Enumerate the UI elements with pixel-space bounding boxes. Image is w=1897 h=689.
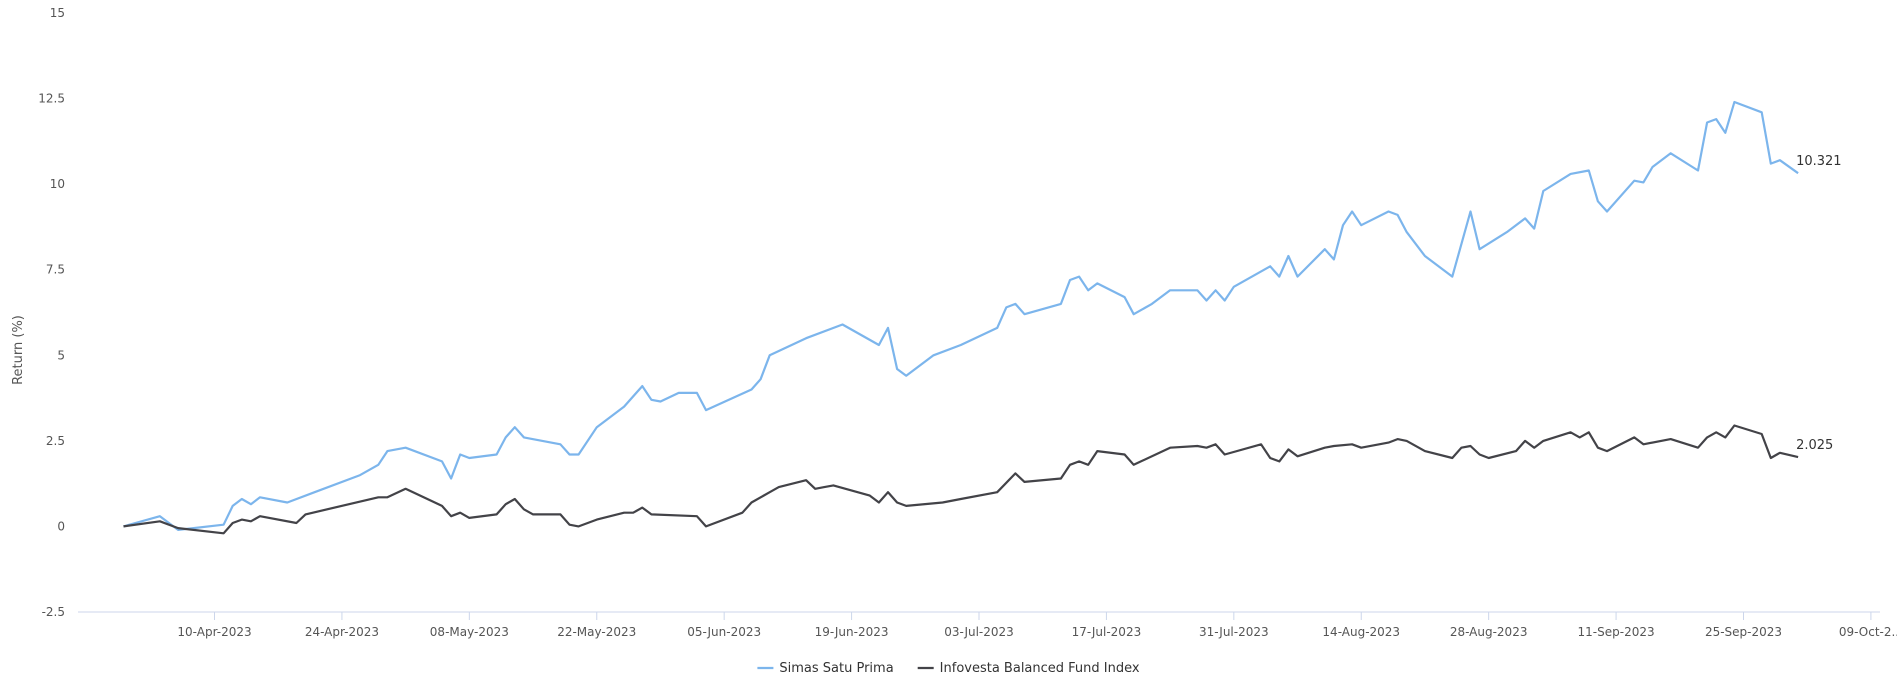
x-tick-label: 11-Sep-2023 xyxy=(1578,625,1655,639)
x-tick-label: 22-May-2023 xyxy=(557,625,636,639)
series-line-0[interactable] xyxy=(123,100,1799,531)
series-line-1[interactable] xyxy=(123,424,1799,535)
end-labels: 10.321 2.025 xyxy=(1796,154,1842,453)
x-tick-label: 19-Jun-2023 xyxy=(815,625,889,639)
y-tick-label: -2.5 xyxy=(42,605,65,619)
legend-label: Simas Satu Prima xyxy=(779,661,893,676)
series-end-label: 10.321 xyxy=(1796,154,1842,169)
legend-label: Infovesta Balanced Fund Index xyxy=(940,661,1140,676)
y-tick-label: 15 xyxy=(50,6,65,20)
x-tick-label: 08-May-2023 xyxy=(430,625,509,639)
y-tick-label: 12.5 xyxy=(38,92,65,106)
y-tick-label: 7.5 xyxy=(46,263,65,277)
y-tick-label: 0 xyxy=(57,519,65,533)
y-axis-ticks: -2.5 0 2.5 5 7.5 10 12.5 15 xyxy=(38,6,65,619)
y-tick-label: 5 xyxy=(57,348,65,362)
series-end-label: 2.025 xyxy=(1796,438,1833,453)
x-tick-label: 14-Aug-2023 xyxy=(1322,625,1400,639)
x-tick-label: 24-Apr-2023 xyxy=(305,625,379,639)
legend-item-0[interactable]: Simas Satu Prima xyxy=(757,661,894,676)
x-tick-label: 25-Sep-2023 xyxy=(1705,625,1782,639)
series-lines xyxy=(123,100,1799,535)
legend-item-1[interactable]: Infovesta Balanced Fund Index xyxy=(917,661,1140,676)
x-tick-label: 17-Jul-2023 xyxy=(1072,625,1142,639)
x-tick-label: 05-Jun-2023 xyxy=(687,625,761,639)
y-tick-label: 10 xyxy=(50,177,65,191)
x-tick-label: 03-Jul-2023 xyxy=(944,625,1014,639)
x-tick-label: 31-Jul-2023 xyxy=(1199,625,1269,639)
x-tick-label: 10-Apr-2023 xyxy=(177,625,251,639)
y-tick-label: 2.5 xyxy=(46,434,65,448)
legend[interactable]: Simas Satu Prima Infovesta Balanced Fund … xyxy=(757,661,1140,676)
x-axis: 10-Apr-2023 24-Apr-2023 08-May-2023 22-May-… xyxy=(78,611,1897,639)
x-tick-label: 09-Oct-2... xyxy=(1839,625,1897,639)
y-axis-title: Return (%) xyxy=(11,315,26,385)
x-tick-label: 28-Aug-2023 xyxy=(1450,625,1528,639)
